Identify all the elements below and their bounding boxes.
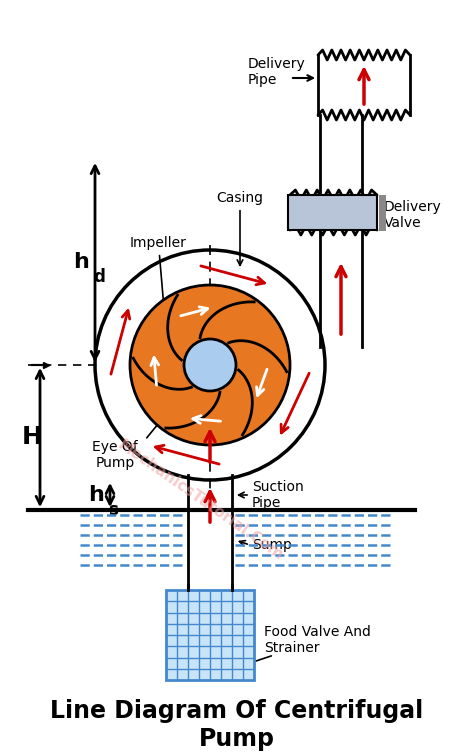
Bar <box>288 195 377 230</box>
Text: h: h <box>73 253 89 272</box>
Text: Casing: Casing <box>217 191 264 265</box>
Text: Impeller: Impeller <box>130 236 187 315</box>
Text: Delivery
Valve: Delivery Valve <box>384 200 442 230</box>
Text: Delivery
Pipe: Delivery Pipe <box>248 57 306 87</box>
Bar <box>166 590 254 680</box>
Text: H: H <box>21 426 43 450</box>
Text: Line Diagram Of Centrifugal
Pump: Line Diagram Of Centrifugal Pump <box>50 699 424 751</box>
Text: Sump: Sump <box>252 538 292 552</box>
Circle shape <box>95 250 325 480</box>
Text: Eye Of
Pump: Eye Of Pump <box>92 440 138 470</box>
Text: s: s <box>108 501 118 519</box>
Text: d: d <box>93 268 105 287</box>
Text: h: h <box>88 485 104 505</box>
Circle shape <box>130 285 290 445</box>
Text: Food Valve And
Strainer: Food Valve And Strainer <box>264 625 371 655</box>
Text: Suction
Pipe: Suction Pipe <box>252 480 304 510</box>
Circle shape <box>184 339 236 391</box>
Text: MechanicsTutorial.Com: MechanicsTutorial.Com <box>114 437 285 563</box>
